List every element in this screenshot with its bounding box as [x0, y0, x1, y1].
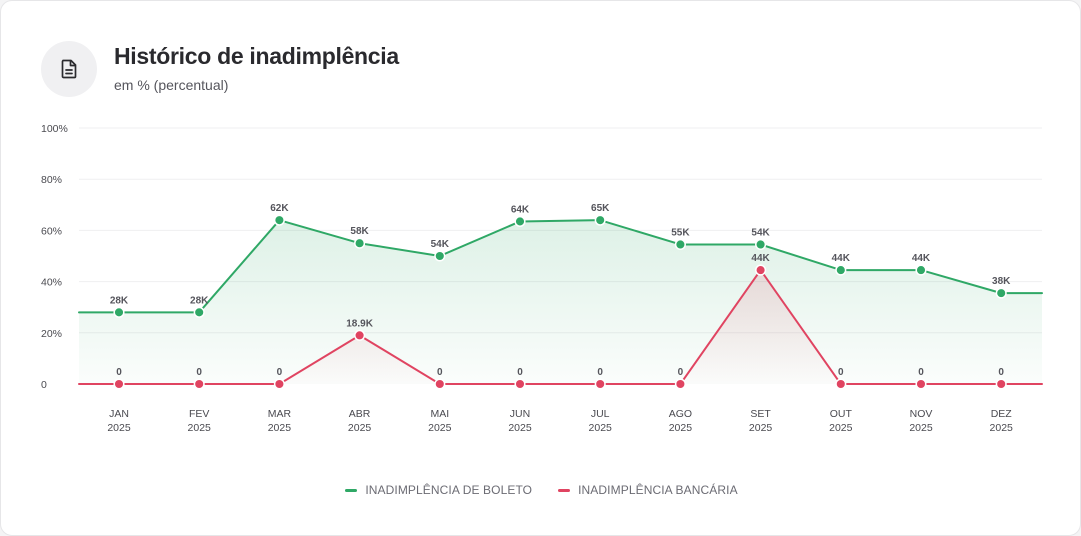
data-point-boleto: [113, 306, 125, 318]
data-label-boleto: 62K: [270, 203, 289, 214]
data-label-boleto: 58K: [350, 226, 369, 237]
data-label-boleto: 28K: [110, 295, 129, 306]
data-label-boleto: 54K: [431, 239, 450, 250]
document-icon-glyph: [61, 59, 77, 79]
data-point-boleto: [354, 237, 366, 249]
x-tick-label: OUT: [830, 408, 853, 420]
x-tick-label: JAN: [109, 408, 129, 420]
y-tick-label: 20%: [41, 328, 62, 340]
legend-item-boleto[interactable]: INADIMPLÊNCIA DE BOLETO: [345, 483, 532, 497]
data-label-boleto: 44K: [832, 253, 851, 264]
data-label-bancaria: 0: [597, 367, 603, 378]
data-label-boleto: 65K: [591, 203, 610, 214]
x-tick-label: NOV: [910, 408, 933, 420]
data-point-bancaria: [113, 378, 125, 390]
data-point-bancaria: [594, 378, 606, 390]
data-label-bancaria: 0: [116, 367, 122, 378]
data-label-bancaria: 0: [678, 367, 684, 378]
series-line-boleto: [78, 219, 1043, 314]
data-point-bancaria: [193, 378, 205, 390]
data-label-bancaria: 0: [838, 367, 844, 378]
data-point-boleto: [835, 264, 847, 276]
data-point-boleto: [755, 238, 767, 251]
data-label-boleto: 55K: [671, 227, 690, 238]
data-point-bancaria: [354, 329, 366, 341]
chart-subtitle: em % (percentual): [114, 77, 229, 93]
legend-swatch-boleto: [345, 488, 358, 492]
x-tick-year: 2025: [508, 422, 532, 434]
x-tick-year: 2025: [188, 422, 212, 434]
data-point-boleto: [514, 215, 526, 227]
data-point-boleto: [594, 214, 606, 226]
data-point-bancaria: [674, 378, 686, 390]
area-bancaria: [79, 270, 1042, 384]
y-tick-label: 100%: [41, 123, 68, 135]
x-tick-year: 2025: [589, 422, 613, 434]
legend-label-boleto: INADIMPLÊNCIA DE BOLETO: [365, 483, 533, 497]
x-tick-year: 2025: [348, 422, 372, 434]
x-tick-year: 2025: [909, 422, 933, 434]
data-point-boleto: [434, 250, 446, 262]
y-tick-label: 40%: [41, 277, 62, 289]
x-tick-label: ABR: [349, 408, 371, 420]
data-label-bancaria: 0: [196, 367, 202, 378]
chart-title: Histórico de inadimplência: [114, 43, 399, 69]
x-tick-label: JUN: [510, 408, 530, 420]
data-label-bancaria: 0: [998, 367, 1004, 378]
data-point-bancaria: [273, 378, 285, 390]
data-label-bancaria: 0: [437, 367, 443, 378]
data-point-bancaria: [995, 378, 1007, 390]
data-label-bancaria: 18.9K: [346, 318, 373, 329]
x-tick-year: 2025: [107, 422, 131, 434]
data-label-bancaria: 0: [517, 367, 523, 378]
data-point-bancaria: [755, 264, 767, 276]
data-point-bancaria: [835, 378, 847, 390]
document-icon: [41, 41, 97, 97]
data-label-boleto: 38K: [992, 276, 1011, 287]
legend-swatch-bancaria: [558, 488, 571, 492]
y-tick-label: 0: [41, 379, 47, 391]
x-tick-label: AGO: [669, 408, 692, 420]
x-tick-year: 2025: [829, 422, 853, 434]
data-point-bancaria: [434, 378, 446, 390]
data-point-boleto: [915, 264, 927, 276]
data-point-boleto: [193, 306, 205, 318]
data-label-boleto: 64K: [511, 204, 530, 215]
area-boleto: [79, 220, 1042, 384]
legend-label-bancaria: INADIMPLÊNCIA BANCÁRIA: [578, 483, 738, 497]
series-line-bancaria: [78, 269, 1043, 385]
data-label-bancaria: 44K: [751, 253, 770, 264]
x-tick-label: SET: [750, 408, 771, 420]
data-label-boleto: 44K: [912, 253, 931, 264]
x-tick-year: 2025: [669, 422, 693, 434]
x-tick-year: 2025: [990, 422, 1014, 434]
x-tick-label: JUL: [591, 408, 610, 420]
data-point-boleto: [995, 287, 1007, 299]
data-point-bancaria: [915, 378, 927, 390]
data-point-boleto: [273, 214, 285, 226]
x-tick-label: FEV: [189, 408, 209, 420]
x-tick-year: 2025: [268, 422, 292, 434]
x-tick-label: MAI: [430, 408, 449, 420]
data-label-bancaria: 0: [277, 367, 283, 378]
data-point-boleto: [674, 238, 686, 251]
line-chart: 0 20% 40% 60% 80% 100% JAN 2025 FEV 2025 MAR 2025 AB…: [41, 123, 1043, 434]
data-label-boleto: 28K: [190, 295, 209, 306]
x-tick-year: 2025: [428, 422, 452, 434]
x-tick-label: DEZ: [991, 408, 1013, 420]
x-tick-label: MAR: [268, 408, 292, 420]
x-tick-year: 2025: [749, 422, 773, 434]
legend-item-bancaria[interactable]: INADIMPLÊNCIA BANCÁRIA: [558, 483, 738, 497]
y-tick-label: 80%: [41, 174, 62, 186]
y-tick-label: 60%: [41, 225, 62, 237]
data-point-bancaria: [514, 378, 526, 390]
chart-legend: INADIMPLÊNCIA DE BOLETO INADIMPLÊNCIA BA…: [1, 483, 1080, 497]
data-label-bancaria: 0: [918, 367, 924, 378]
data-label-boleto: 54K: [751, 227, 770, 238]
